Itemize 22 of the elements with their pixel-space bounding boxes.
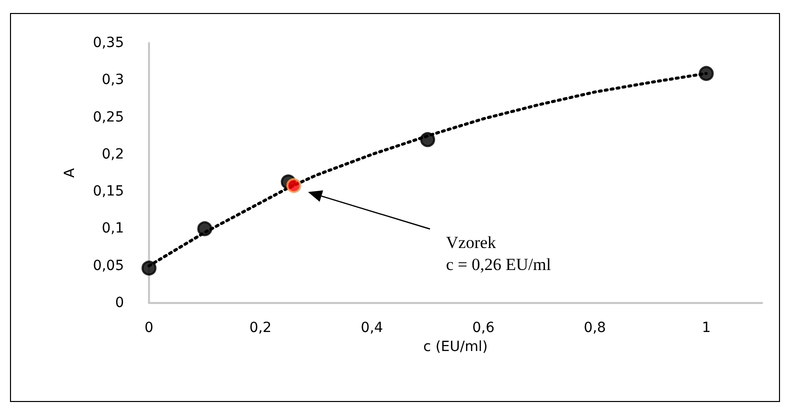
point: [698, 66, 714, 81]
x-tick-label: 1: [702, 320, 711, 336]
y-tick-label: 0: [115, 295, 124, 311]
x-tick-label: 0,2: [249, 320, 272, 336]
x-axis-title: c (EU/ml): [423, 338, 488, 355]
annotation: Vzorek c = 0,26 EU/ml: [446, 233, 552, 274]
x-tick-label: 0,4: [360, 320, 384, 336]
y-tick-label: 0,35: [92, 35, 124, 51]
x-tick-label: 0: [144, 320, 154, 336]
y-axis-title: A: [62, 168, 78, 178]
y-tick-label: 0,1: [102, 220, 124, 237]
x-tick-label: 0,8: [584, 320, 606, 336]
y-tick-label: 0,3: [102, 72, 124, 88]
y-tick-label: 0,05: [92, 258, 124, 274]
y-tick-label: 0,25: [92, 109, 124, 126]
point: [142, 260, 156, 276]
point: [420, 132, 436, 148]
x-tick-label: 0,6: [472, 320, 495, 336]
y-tick-label: 0,15: [92, 184, 124, 200]
point: [197, 221, 212, 236]
point: [286, 178, 302, 194]
y-tick-label: 0,2: [102, 146, 124, 162]
